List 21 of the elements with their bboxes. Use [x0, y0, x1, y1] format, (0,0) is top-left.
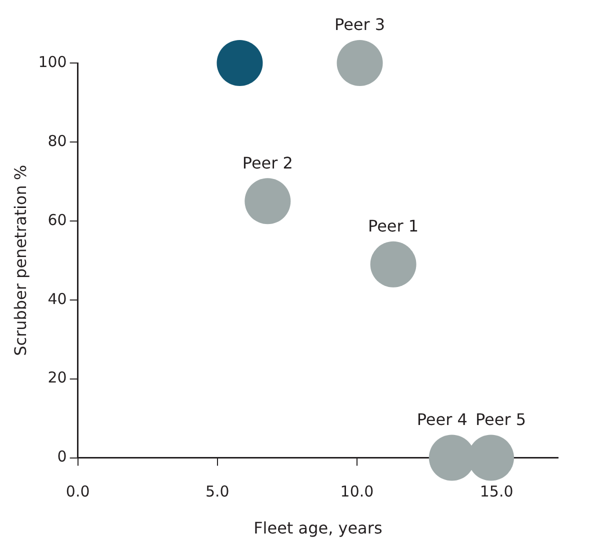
y-tick-label: 60 [48, 210, 67, 229]
y-axis-title: Scrubber penetration % [10, 164, 30, 356]
x-tick-label: 5.0 [205, 482, 230, 501]
x-axis-title: Fleet age, years [254, 518, 382, 538]
annotation: Peer 3 [334, 15, 386, 34]
annotation: Peer 5 [475, 410, 526, 429]
y-tick-label: 20 [48, 368, 67, 387]
point [244, 178, 291, 224]
y-tick-label: 80 [48, 132, 67, 150]
point [370, 241, 416, 288]
annotation: Peer 4 [416, 410, 468, 429]
x-tick-label: 0.0 [66, 482, 90, 501]
y-tick-label: 0 [57, 448, 67, 466]
y-tick-label: 40 [48, 290, 67, 308]
x-tick-label: 10.0 [340, 482, 374, 501]
point [336, 40, 383, 86]
x-tick-label: 15.0 [480, 482, 514, 501]
annotation: Peer 1 [368, 216, 419, 236]
annotation: Peer 2 [242, 153, 293, 172]
y-tick-label: 100 [38, 52, 67, 71]
point [216, 40, 263, 86]
